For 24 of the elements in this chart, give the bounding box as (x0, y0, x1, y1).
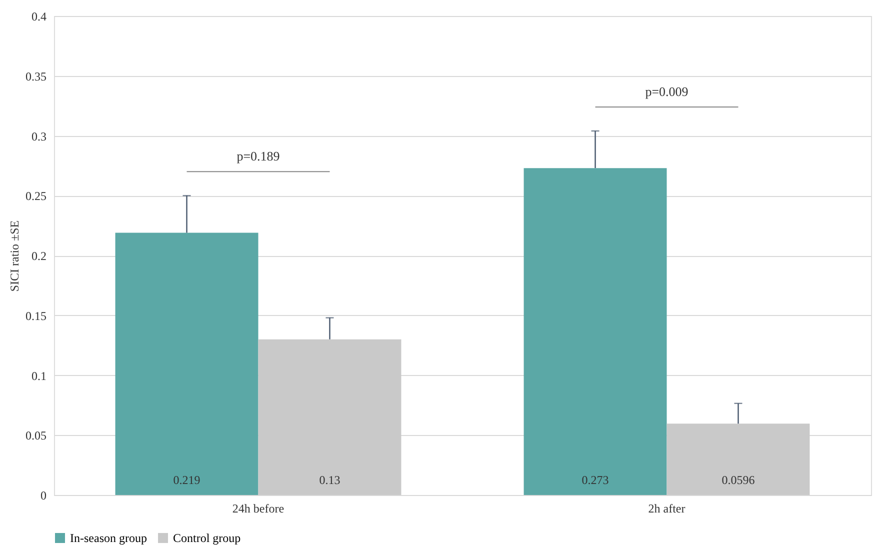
bar (666, 424, 810, 495)
y-tick-label: 0.2 (32, 249, 46, 263)
y-tick-label: 0 (40, 488, 46, 502)
y-tick-label: 0.25 (26, 189, 46, 204)
y-tick-label: 0.35 (26, 69, 46, 84)
y-tick-label: 0.1 (32, 368, 46, 383)
y-tick-label: 0.05 (26, 428, 46, 443)
bar (115, 232, 258, 495)
bar (258, 339, 402, 495)
bar (524, 168, 667, 495)
x-tick-label: 24h before (232, 502, 284, 516)
annotation: p=0.189 (236, 148, 280, 164)
data-label: 0.0596 (722, 473, 755, 487)
x-tick-label: 2h after (648, 502, 686, 516)
data-label: 0.219 (173, 473, 200, 487)
legend-label: Control group (173, 531, 241, 545)
y-tick-label: 0.15 (26, 308, 46, 323)
annotation: p=0.009 (645, 84, 688, 100)
legend-label: In-season group (70, 531, 147, 545)
y-tick-label: 0.4 (32, 10, 46, 24)
data-label: 0.13 (319, 473, 340, 487)
data-label: 0.273 (582, 473, 609, 487)
y-axis-title: SICI ratio ±SE (8, 220, 22, 292)
y-tick-label: 0.3 (32, 129, 46, 144)
